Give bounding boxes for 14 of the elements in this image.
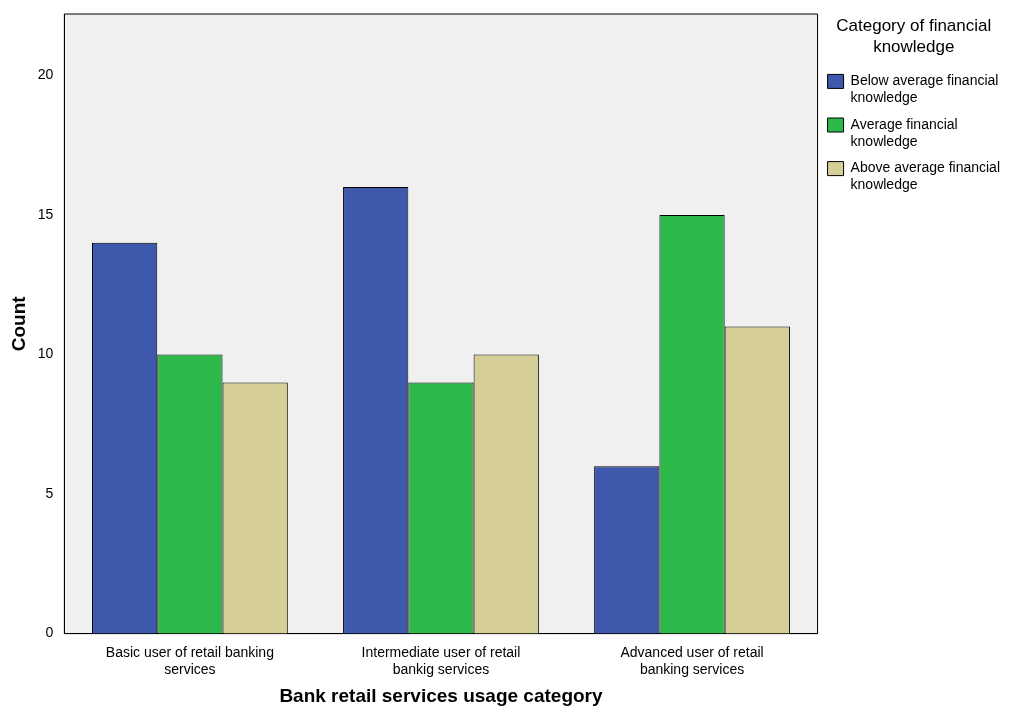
- legend-label: Average financial knowledge: [850, 115, 958, 149]
- y-tick-label: 0: [45, 624, 54, 641]
- x-tick-label: Intermediate user of retail bankig services: [361, 643, 521, 677]
- legend-label: Below average financial knowledge: [850, 72, 999, 106]
- legend-title: Category of financial knowledge: [836, 16, 992, 56]
- y-tick-label: 20: [37, 66, 54, 83]
- x-tick-label: Basic user of retail banking services: [105, 643, 274, 677]
- y-tick-label: 10: [37, 345, 54, 362]
- y-tick-label: 15: [37, 205, 54, 222]
- y-axis-title: Count: [7, 295, 29, 352]
- x-tick-label: Advanced user of retail banking services: [620, 643, 764, 677]
- x-axis-title: Bank retail services usage category: [279, 684, 603, 706]
- legend-label: Above average financial knowledge: [850, 159, 1000, 193]
- y-tick-label: 5: [45, 484, 54, 501]
